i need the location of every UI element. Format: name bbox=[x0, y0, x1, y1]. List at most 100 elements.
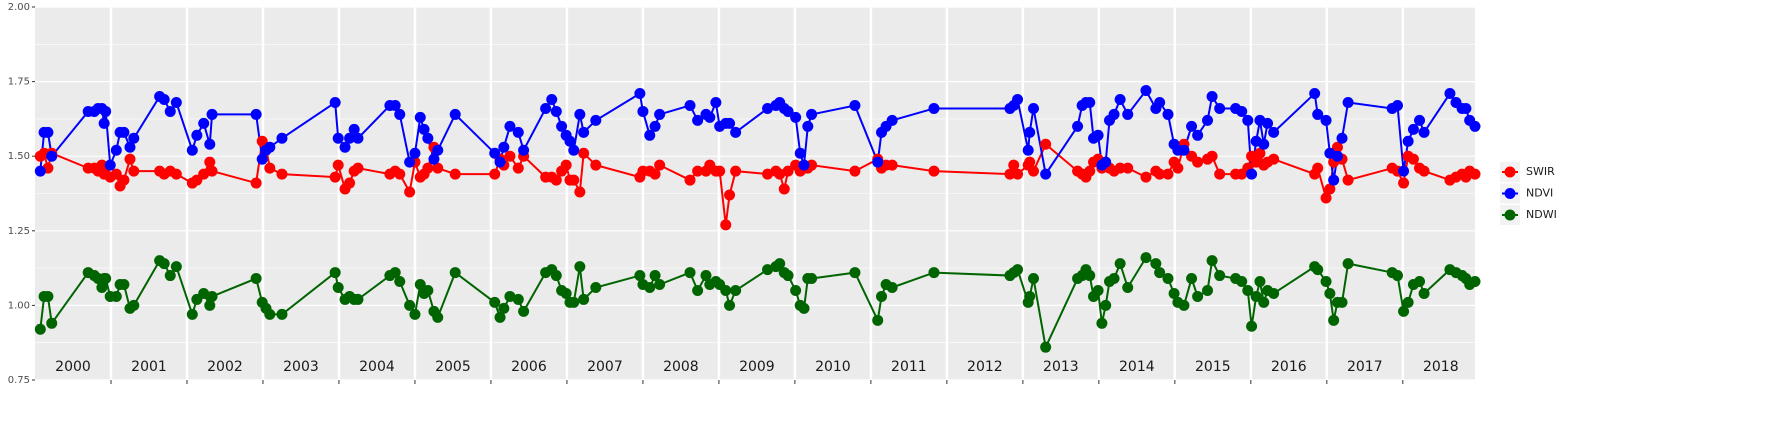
point bbox=[118, 174, 130, 186]
point bbox=[1108, 273, 1120, 285]
point bbox=[1186, 273, 1198, 285]
point bbox=[250, 273, 262, 285]
point bbox=[684, 99, 696, 111]
year-label: 2002 bbox=[207, 359, 243, 375]
point bbox=[550, 270, 562, 282]
point bbox=[590, 281, 602, 293]
point bbox=[1407, 123, 1419, 135]
point bbox=[332, 132, 344, 144]
point bbox=[540, 102, 552, 114]
point bbox=[1122, 281, 1134, 293]
point bbox=[1268, 126, 1280, 138]
point bbox=[720, 284, 732, 296]
point bbox=[1418, 287, 1430, 299]
point bbox=[886, 114, 898, 126]
point bbox=[204, 299, 216, 311]
point bbox=[1242, 284, 1254, 296]
point bbox=[1022, 144, 1034, 156]
point bbox=[802, 120, 814, 132]
point bbox=[564, 135, 576, 147]
point bbox=[1402, 296, 1414, 308]
point bbox=[798, 159, 810, 171]
point bbox=[404, 299, 416, 311]
point bbox=[1206, 91, 1218, 103]
point bbox=[204, 138, 216, 150]
point bbox=[872, 314, 884, 326]
point bbox=[409, 147, 421, 159]
point bbox=[449, 108, 461, 120]
point bbox=[118, 279, 130, 291]
point bbox=[1012, 264, 1024, 276]
point bbox=[186, 308, 198, 320]
point bbox=[700, 270, 712, 282]
point bbox=[256, 153, 268, 165]
point bbox=[790, 111, 802, 123]
point bbox=[206, 165, 218, 177]
point bbox=[1040, 168, 1052, 180]
point bbox=[560, 159, 572, 171]
point bbox=[886, 159, 898, 171]
series-line bbox=[39, 256, 1476, 351]
point bbox=[886, 281, 898, 293]
point bbox=[1320, 114, 1332, 126]
point bbox=[568, 174, 580, 186]
point bbox=[1469, 276, 1481, 288]
point bbox=[1072, 120, 1084, 132]
legend-label: NDWI bbox=[1526, 208, 1557, 221]
point bbox=[1162, 168, 1174, 180]
point bbox=[1391, 270, 1403, 282]
point bbox=[560, 287, 572, 299]
point bbox=[418, 123, 430, 135]
point bbox=[578, 126, 590, 138]
point bbox=[1192, 156, 1204, 168]
point bbox=[1268, 153, 1280, 165]
year-label: 2007 bbox=[587, 359, 623, 375]
point bbox=[276, 132, 288, 144]
point bbox=[550, 105, 562, 117]
point bbox=[46, 150, 58, 162]
point bbox=[684, 267, 696, 279]
point bbox=[1398, 165, 1410, 177]
point bbox=[720, 219, 732, 231]
point bbox=[110, 144, 122, 156]
point bbox=[1236, 276, 1248, 288]
point bbox=[710, 96, 722, 108]
point bbox=[449, 267, 461, 279]
point bbox=[1122, 108, 1134, 120]
legend-dot bbox=[1504, 188, 1516, 199]
year-label: 2015 bbox=[1195, 359, 1231, 375]
point bbox=[1028, 165, 1040, 177]
point bbox=[1444, 88, 1456, 100]
point bbox=[1402, 135, 1414, 147]
year-label: 2004 bbox=[359, 359, 395, 375]
point bbox=[432, 144, 444, 156]
point bbox=[1008, 159, 1020, 171]
year-label: 2008 bbox=[663, 359, 699, 375]
point bbox=[128, 132, 140, 144]
year-label: 2013 bbox=[1043, 359, 1079, 375]
point bbox=[250, 108, 262, 120]
point bbox=[1186, 120, 1198, 132]
point bbox=[1258, 296, 1270, 308]
point bbox=[1328, 314, 1340, 326]
point bbox=[1092, 284, 1104, 296]
point bbox=[1258, 138, 1270, 150]
point bbox=[344, 132, 356, 144]
point bbox=[352, 162, 364, 174]
year-label: 2009 bbox=[739, 359, 775, 375]
point bbox=[394, 276, 406, 288]
point bbox=[170, 168, 182, 180]
point bbox=[1172, 162, 1184, 174]
point bbox=[186, 144, 198, 156]
point bbox=[432, 162, 444, 174]
point bbox=[714, 165, 726, 177]
point bbox=[170, 96, 182, 108]
point bbox=[590, 159, 602, 171]
point bbox=[654, 108, 666, 120]
point bbox=[574, 108, 586, 120]
point bbox=[1246, 320, 1258, 332]
point bbox=[774, 168, 786, 180]
point bbox=[849, 99, 861, 111]
point bbox=[124, 153, 136, 165]
point bbox=[1214, 168, 1226, 180]
